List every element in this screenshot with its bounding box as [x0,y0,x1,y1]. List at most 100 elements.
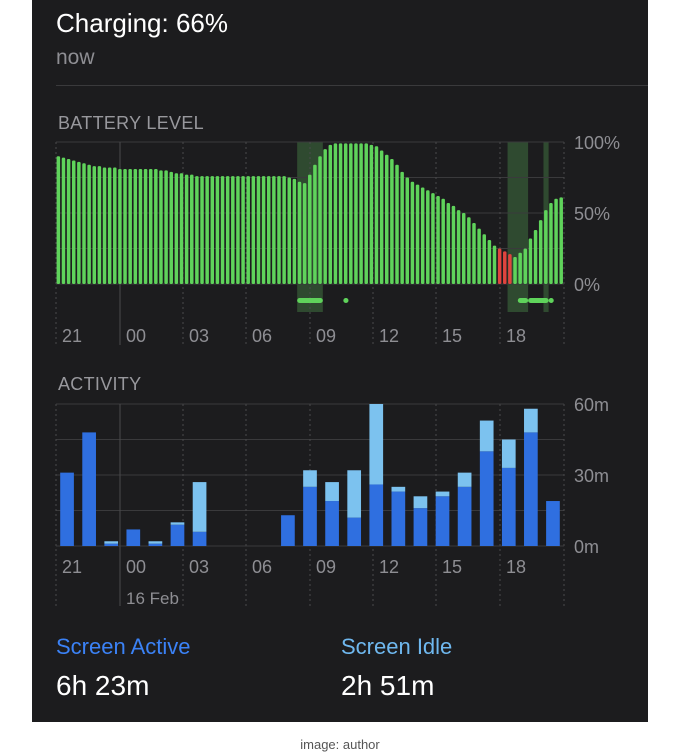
battery-bar [61,157,66,284]
battery-bar [287,177,291,284]
screen-idle-bar [435,491,450,497]
screen-idle-bar [303,470,317,487]
charging-marker [517,298,529,303]
battery-bar [174,173,179,284]
battery-bar [169,171,173,284]
screen-active-bar [435,496,450,546]
battery-bar [179,173,184,284]
battery-bar [56,156,61,284]
screen-active-bar [281,515,295,546]
battery-bar [400,171,404,284]
battery-x-tick-label: 06 [252,326,272,346]
battery-bar [559,197,563,284]
battery-bar [292,178,297,284]
screen-idle-bar [457,472,472,487]
battery-bar [77,161,81,284]
battery-bar [313,164,317,284]
battery-bar [82,163,86,284]
screen-active-bar [369,484,384,546]
battery-bar [282,176,286,284]
battery-bar [256,176,261,284]
battery-bar [492,245,497,284]
battery-bar [210,176,215,284]
charging-status-time: now [56,46,95,69]
battery-bar [297,181,302,284]
activity-y-tick-label: 0m [574,537,599,557]
battery-bar [385,154,389,284]
screen-idle-bar [325,482,339,502]
screen-idle-bar [104,541,119,544]
screen-active-bar [391,491,406,546]
battery-x-tick-label: 03 [189,326,209,346]
battery-bar [554,198,558,284]
battery-bar [405,177,410,284]
charging-status-title: Charging: 66% [56,8,228,38]
screen-idle-bar [479,420,494,452]
screen-time-panel: Charging: 66% now BATTERY LEVEL ACTIVITY… [32,0,648,722]
battery-bar [266,176,271,284]
battery-bar [379,150,384,284]
activity-date-label: 16 Feb [126,589,179,608]
battery-bar [544,210,548,284]
battery-y-tick-label: 0% [574,275,600,295]
battery-bar [482,234,486,284]
charging-marker [548,298,554,303]
screen-active-label: Screen Active [56,634,191,659]
screen-active-bar [82,432,96,546]
screen-active-bar [347,517,362,546]
battery-bar [354,143,358,284]
battery-bar [92,166,97,284]
activity-y-tick-label: 30m [574,466,609,486]
screen-active-bar [303,486,317,546]
battery-bar [456,210,461,284]
battery-bar [323,149,327,284]
battery-bar [549,203,553,284]
battery-bar [302,183,307,284]
charging-period-band [507,142,529,312]
activity-x-tick-label: 03 [189,557,209,577]
battery-y-tick-label: 100% [574,133,620,153]
activity-x-tick-label: 00 [126,557,146,577]
battery-x-tick-label: 12 [379,326,399,346]
battery-bar [518,252,522,284]
charts-canvas[interactable]: 100% 50% 0% 21 00 03 06 09 12 15 18 60m 30m 0m 21 00 03 0… [32,0,648,722]
screen-idle-bar [148,541,163,544]
battery-bar [410,181,415,284]
battery-bar [333,143,338,284]
battery-bar [159,170,163,284]
screen-active-bar [170,524,185,546]
battery-bar [436,195,440,284]
battery-bar [349,143,353,284]
battery-bar [123,168,127,284]
activity-x-tick-label: 06 [252,557,272,577]
battery-bar [241,176,245,284]
screen-active-bar [457,486,472,546]
screen-active-bar [148,543,163,546]
battery-bar [364,143,368,284]
battery-bar [272,176,276,284]
screen-active-bar [501,467,516,546]
activity-title: ACTIVITY [58,374,142,394]
battery-bar [467,217,471,284]
battery-bar [441,198,445,284]
battery-bar [195,176,199,284]
battery-bar [97,166,102,284]
battery-bar [246,176,250,284]
battery-level-title: BATTERY LEVEL [58,113,204,133]
battery-bar [338,143,343,284]
charging-marker [528,298,549,303]
battery-bar [184,174,189,284]
battery-bar [318,156,322,284]
battery-bar [497,248,502,284]
activity-y-tick-label: 60m [574,395,609,415]
battery-bar [148,168,153,284]
battery-bar [220,176,225,284]
screen-active-bar [104,543,119,546]
battery-bar [102,167,107,284]
battery-bar [328,144,333,284]
battery-bar [461,213,466,284]
battery-bar [487,239,492,284]
battery-bar [71,160,76,284]
battery-bar [251,176,256,284]
battery-bar [113,167,117,284]
